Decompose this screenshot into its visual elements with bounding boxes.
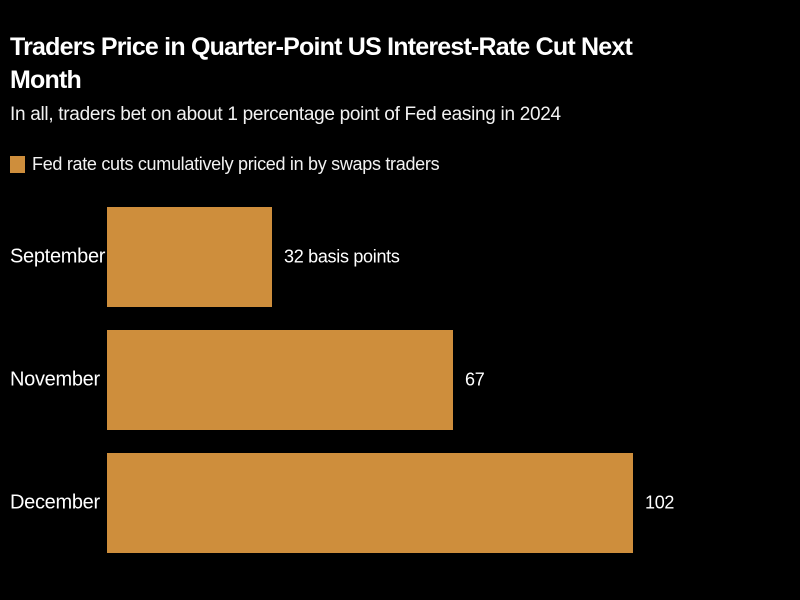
value-label-december: 102 <box>645 492 675 513</box>
legend-swatch-icon <box>10 155 25 173</box>
chart-title: Traders Price in Quarter-Point US Intere… <box>10 31 780 97</box>
chart-title-line-2: Month <box>10 66 82 94</box>
value-label-november: 67 <box>465 369 485 390</box>
legend-label: Fed rate cuts cumulatively priced in by … <box>32 153 440 174</box>
category-label-september: September <box>10 245 106 268</box>
bar-row-september: September 32 basis points <box>0 207 800 307</box>
bar-september <box>107 207 272 307</box>
value-label-september: 32 basis points <box>284 246 400 267</box>
bar-row-december: December 102 <box>0 453 800 553</box>
bar-row-november: November 67 <box>0 330 800 430</box>
bar-november <box>107 330 453 430</box>
category-label-november: November <box>10 368 100 391</box>
chart-subtitle: In all, traders bet on about 1 percentag… <box>10 104 561 125</box>
legend: Fed rate cuts cumulatively priced in by … <box>10 153 440 175</box>
bar-december <box>107 453 633 553</box>
chart-title-line-1: Traders Price in Quarter-Point US Intere… <box>10 33 633 61</box>
category-label-december: December <box>10 491 100 514</box>
